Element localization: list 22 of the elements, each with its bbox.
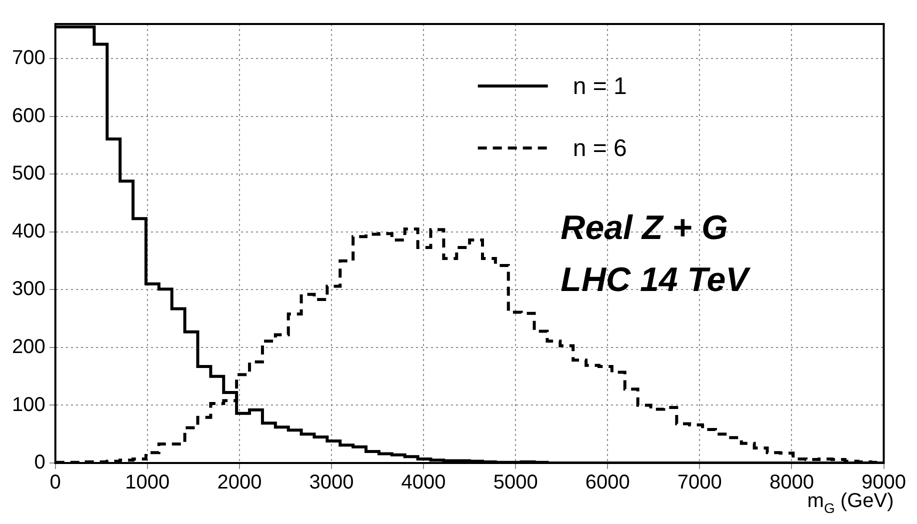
x-tick-label: 0	[50, 472, 61, 494]
y-tick-label: 700	[12, 47, 46, 70]
annotation: LHC 14 TeV	[560, 261, 752, 299]
y-tick-label: 600	[12, 104, 46, 127]
x-tick-label: 9000	[862, 472, 906, 494]
legend-label: n = 6	[572, 135, 627, 162]
x-tick-label: 7000	[677, 472, 722, 494]
y-tick-label: 200	[12, 336, 46, 358]
legend-label: n = 1	[572, 73, 627, 100]
x-tick-label: 6000	[585, 472, 630, 494]
y-tick-label: 300	[12, 278, 46, 300]
x-tick-label: 8000	[769, 472, 814, 494]
annotation: Real Z + G	[560, 209, 728, 247]
y-tick-label: 100	[12, 394, 46, 416]
x-tick-label: 3000	[309, 472, 354, 494]
y-tick-label: 0	[34, 452, 46, 474]
y-tick-label: 500	[12, 162, 46, 185]
x-tick-label: 4000	[401, 472, 446, 494]
x-tick-label: 5000	[493, 472, 538, 494]
x-tick-label: 2000	[217, 472, 262, 494]
x-tick-label: 1000	[125, 472, 170, 494]
y-tick-label: 400	[12, 220, 46, 242]
